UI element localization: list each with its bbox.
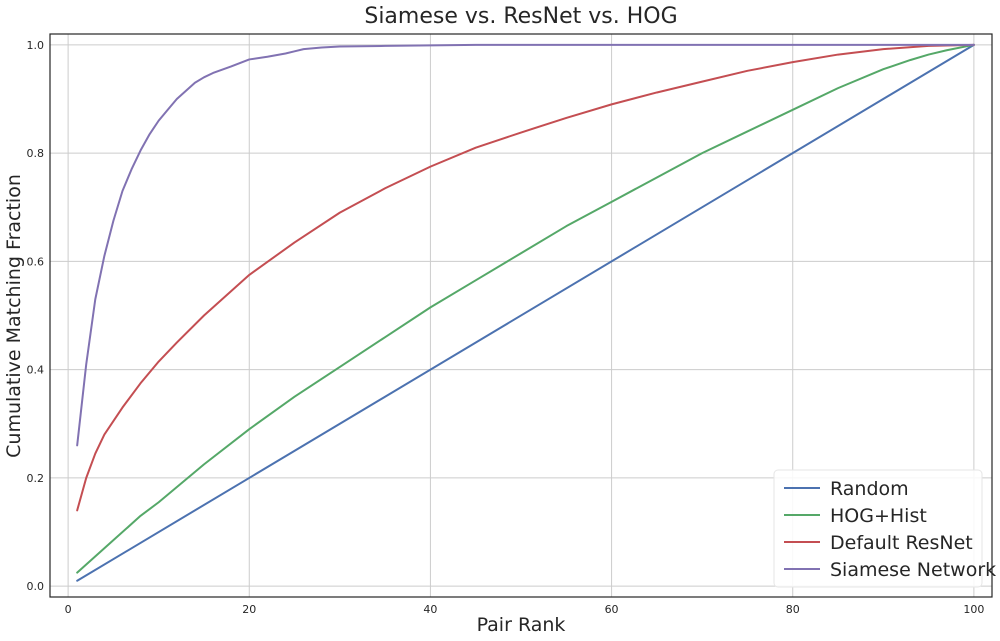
y-axis-label: Cumulative Matching Fraction: [3, 174, 25, 458]
y-tick-label: 1.0: [27, 39, 45, 52]
series-line-random: [76, 43, 975, 582]
x-tick-label: 20: [242, 603, 256, 616]
y-tick-label: 0.0: [27, 580, 45, 593]
legend-label: HOG+Hist: [830, 505, 927, 527]
legend: Random HOG+Hist Default ResNet Siamese Netw…: [773, 469, 996, 588]
plot-frame: [49, 33, 993, 598]
legend-label: Default ResNet: [830, 532, 973, 554]
y-tick-label: 0.2: [27, 472, 45, 485]
chart-title: Siamese vs. ResNet vs. HOG: [364, 4, 677, 29]
y-tick-label: 0.4: [27, 364, 45, 377]
legend-box: [773, 469, 983, 588]
series-layer: [76, 43, 975, 582]
y-tick-label: 0.6: [27, 255, 45, 268]
series-line-hog-hist: [76, 43, 975, 574]
series-line-default-resnet: [76, 43, 975, 512]
x-tick-label: 0: [65, 603, 72, 616]
x-axis-label: Pair Rank: [477, 614, 566, 636]
x-tick-label: 60: [605, 603, 619, 616]
series-line-siamese-network: [76, 43, 975, 447]
legend-label: Siamese Network: [830, 559, 996, 581]
legend-label: Random: [830, 478, 909, 500]
ticks: 0 20 40 60 80 100 0.0 0.2 0.4 0.6 0.8 1.0: [27, 39, 985, 616]
y-tick-label: 0.8: [27, 147, 45, 160]
x-tick-label: 40: [423, 603, 437, 616]
x-tick-label: 100: [963, 603, 984, 616]
x-tick-label: 80: [786, 603, 800, 616]
